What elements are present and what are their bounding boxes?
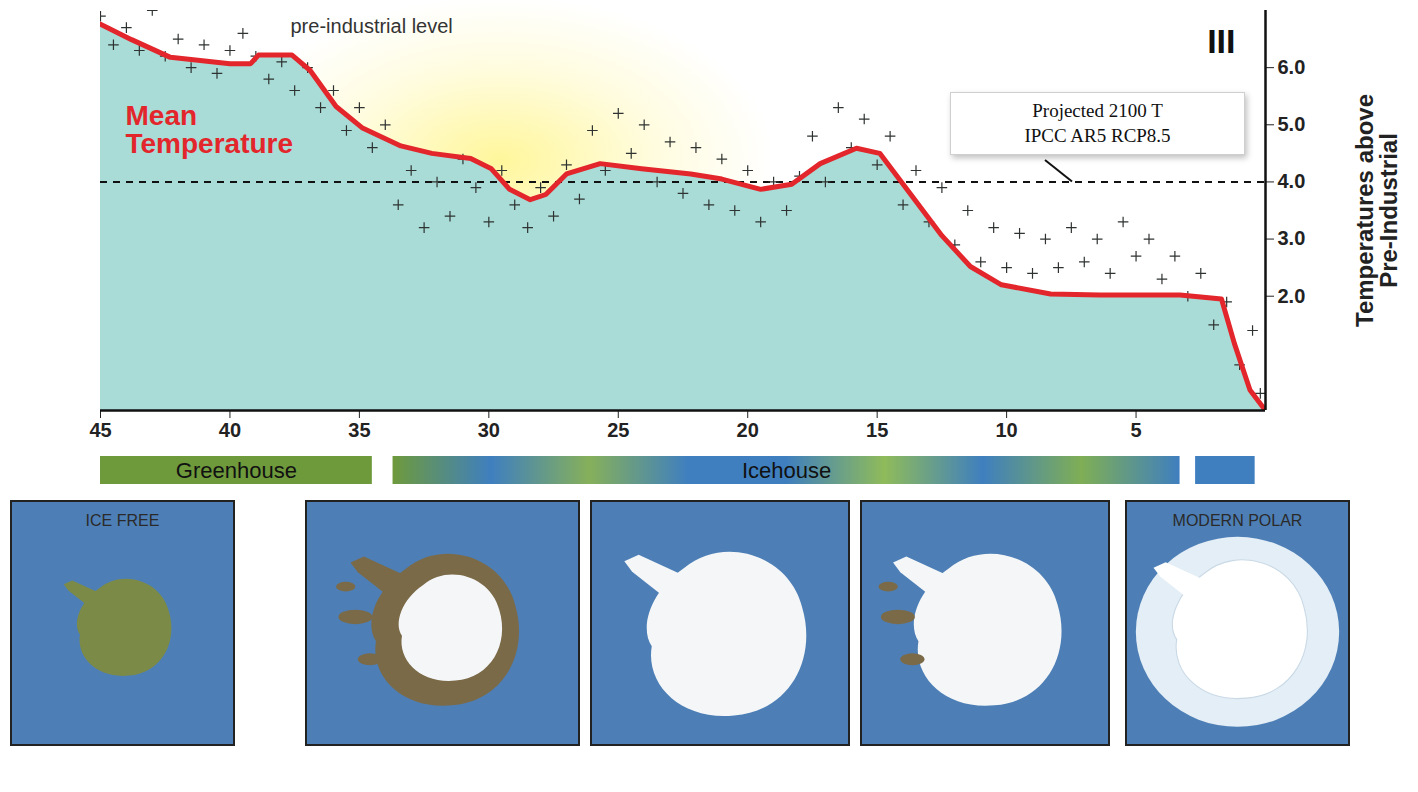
html-text:Projected 2100 T IPCC AR5 RCP8: Projected 2100 T IPCC AR5 RCP8.5 — [1024, 100, 1171, 146]
html-text:ICE FREE: ICE FREE — [85, 512, 160, 529]
svg-text:Greenhouse: Greenhouse — [176, 458, 297, 483]
svg-text:40: 40 — [219, 419, 241, 441]
svg-text:35: 35 — [348, 419, 370, 441]
svg-text:4.0: 4.0 — [1278, 170, 1306, 192]
svg-text:pre-industrial level: pre-industrial level — [291, 15, 453, 37]
svg-text:5.0: 5.0 — [1278, 113, 1306, 135]
svg-text:10: 10 — [995, 419, 1017, 441]
svg-text:MeanTemperature: MeanTemperature — [126, 100, 294, 159]
svg-text:Temperatures abovePre-Industri: Temperatures abovePre-Industrial — [1351, 94, 1402, 327]
svg-text:Icehouse: Icehouse — [742, 458, 831, 483]
svg-text:3.0: 3.0 — [1278, 227, 1306, 249]
svg-text:2.0: 2.0 — [1278, 285, 1306, 307]
svg-text:20: 20 — [737, 419, 759, 441]
svg-text:45: 45 — [89, 419, 111, 441]
svg-text:30: 30 — [478, 419, 500, 441]
svg-text:III: III — [1207, 22, 1235, 60]
html-text:MODERN POLAR: MODERN POLAR — [1172, 512, 1303, 529]
svg-text:25: 25 — [607, 419, 629, 441]
svg-text:5: 5 — [1130, 419, 1141, 441]
svg-text:15: 15 — [866, 419, 888, 441]
svg-text:6.0: 6.0 — [1278, 56, 1306, 78]
